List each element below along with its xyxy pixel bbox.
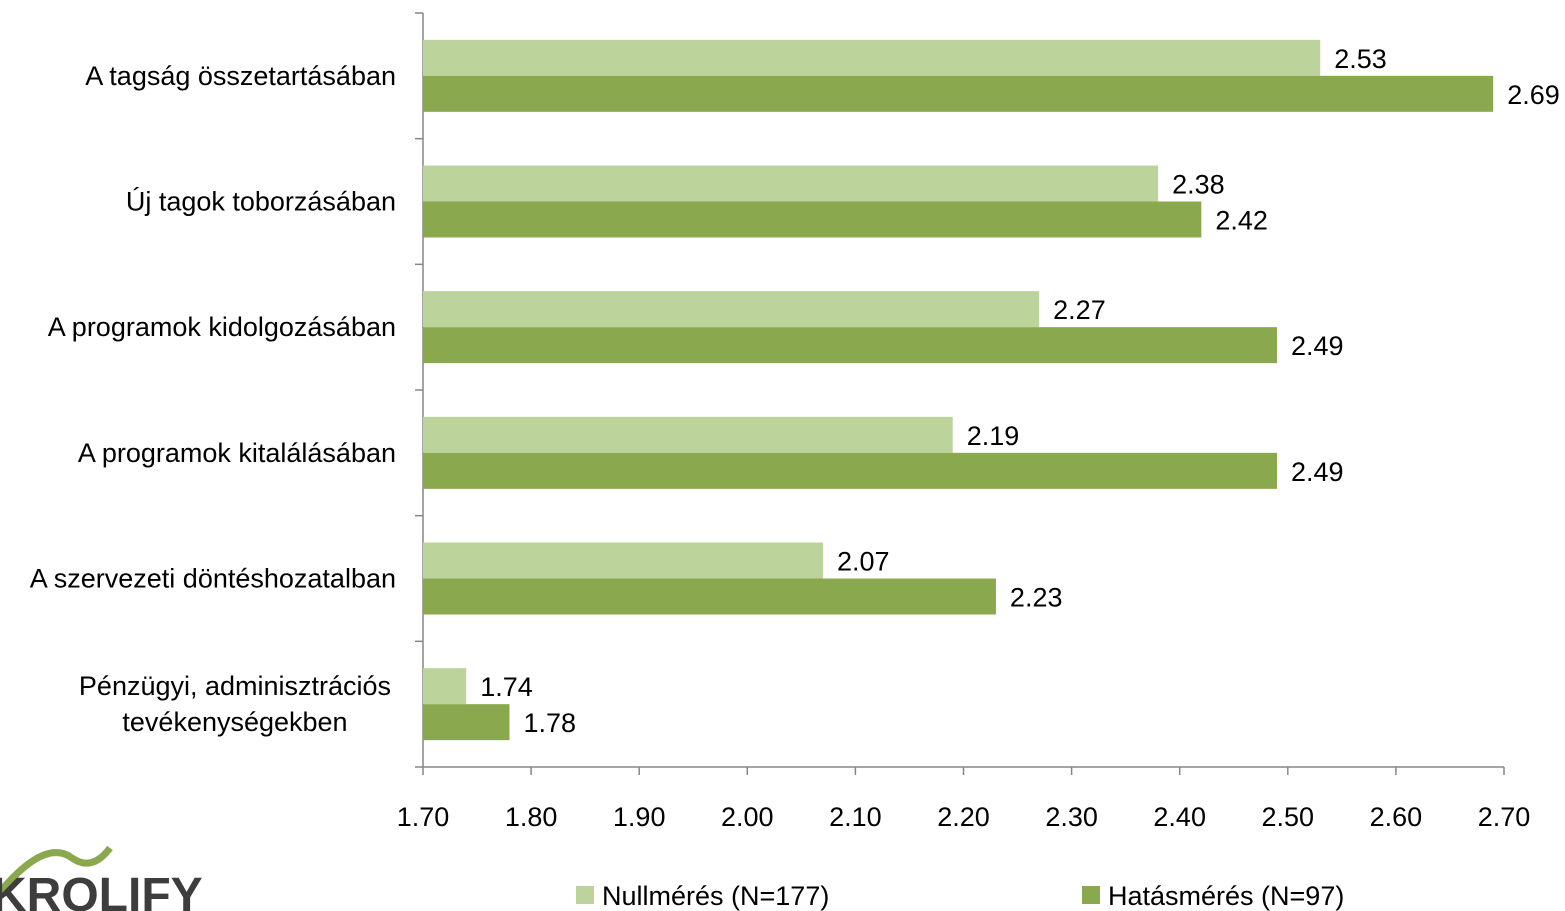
chart-bars — [423, 39, 1494, 741]
bar-hatasmeres — [423, 578, 996, 615]
category-label: A tagság összetartásában — [85, 61, 396, 91]
data-label: 2.53 — [1334, 44, 1387, 74]
data-label: 2.69 — [1507, 80, 1560, 110]
data-label: 2.27 — [1053, 295, 1106, 325]
x-tick-label: 1.70 — [397, 802, 450, 832]
data-label: 2.23 — [1010, 583, 1063, 613]
x-tick-label: 2.30 — [1045, 802, 1098, 832]
bar-nullmeres — [423, 416, 953, 453]
data-label: 1.78 — [523, 708, 576, 738]
data-label: 2.49 — [1291, 457, 1344, 487]
bar-nullmeres — [423, 291, 1040, 328]
x-tick-label: 2.00 — [721, 802, 774, 832]
bar-nullmeres — [423, 542, 823, 579]
logo: KROLIFY — [0, 845, 203, 911]
bar-hatasmeres — [423, 201, 1202, 238]
category-label: A szervezeti döntéshozatalban — [30, 564, 396, 594]
data-label: 2.07 — [837, 547, 890, 577]
legend-swatch — [1082, 886, 1100, 904]
bar-nullmeres — [423, 668, 467, 705]
category-label: Pénzügyi, adminisztrációs — [79, 671, 391, 701]
bar-nullmeres — [423, 39, 1321, 76]
bar-hatasmeres — [423, 75, 1494, 112]
category-label: A programok kitalálásában — [78, 438, 396, 468]
bar-hatasmeres — [423, 327, 1277, 364]
logo-text: KROLIFY — [0, 869, 203, 911]
chart-axes: 1.70 1.80 1.90 2.00 2.10 2.20 2.30 2.40 2.50 2.60… — [397, 12, 1531, 832]
bar-hatasmeres — [423, 704, 510, 741]
logo-swoosh-icon — [0, 845, 113, 895]
x-tick-label: 1.90 — [613, 802, 666, 832]
bar-hatasmeres — [423, 452, 1277, 489]
data-label: 2.19 — [967, 421, 1020, 451]
chart-legend: Nullmérés (N=177) Hatásmérés (N=97) — [576, 881, 1344, 911]
data-label: 1.74 — [480, 672, 533, 702]
data-label: 2.42 — [1215, 206, 1268, 236]
x-tick-label: 2.20 — [937, 802, 990, 832]
legend-label: Hatásmérés (N=97) — [1108, 881, 1344, 911]
x-tick-label: 2.10 — [829, 802, 882, 832]
x-tick-label: 1.80 — [505, 802, 558, 832]
x-tick-label: 2.40 — [1153, 802, 1206, 832]
category-label: Új tagok toborzásában — [126, 186, 396, 217]
x-tick-label: 2.50 — [1262, 802, 1315, 832]
legend-swatch — [576, 886, 594, 904]
legend-label: Nullmérés (N=177) — [602, 881, 829, 911]
data-label: 2.49 — [1291, 331, 1344, 361]
category-label: A programok kidolgozásában — [48, 312, 396, 342]
x-tick-label: 2.70 — [1478, 802, 1531, 832]
data-label: 2.38 — [1172, 170, 1225, 200]
x-tick-label: 2.60 — [1370, 802, 1423, 832]
bar-nullmeres — [423, 165, 1159, 202]
category-label: tevékenységekben — [122, 707, 347, 737]
chart-labels: 2.53 2.69 A tagság összetartásában 2.38 2.42… — [30, 44, 1560, 738]
